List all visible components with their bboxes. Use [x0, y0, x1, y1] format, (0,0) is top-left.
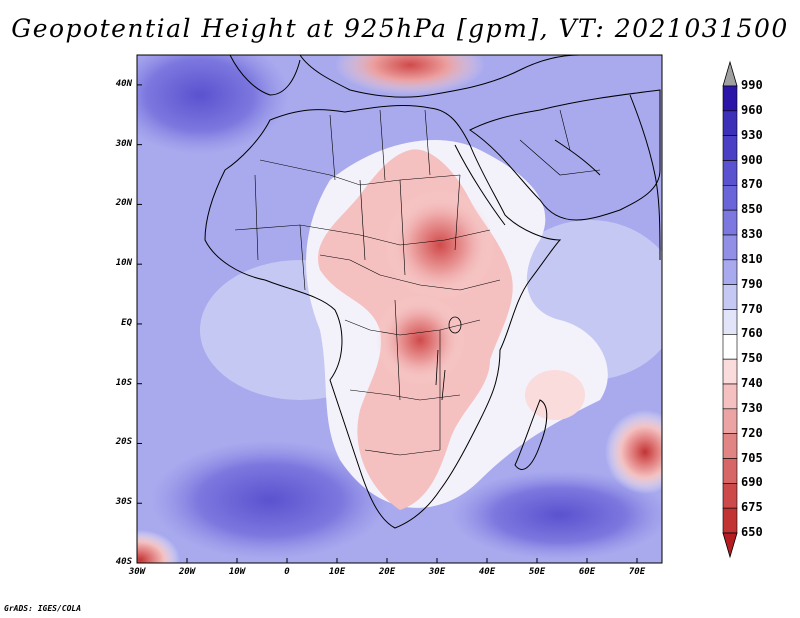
- colorbar-band: [722, 408, 738, 434]
- colorbar-band: [722, 160, 738, 186]
- colorbar-label: 690: [741, 475, 763, 490]
- colorbar-label: 990: [741, 78, 763, 92]
- africa-coastline: [204, 104, 562, 529]
- sahel-low: [385, 190, 495, 300]
- lat-label: 20S: [115, 437, 132, 448]
- colorbar-band: [722, 483, 738, 509]
- lon-label: 20E: [378, 567, 396, 577]
- lon-label: 10W: [228, 567, 246, 577]
- lat-label: 40S: [115, 557, 132, 567]
- lat-label: 30N: [115, 138, 132, 149]
- colorbar-band: [722, 110, 738, 136]
- europe-coastline: [299, 55, 581, 98]
- colorbar-label: 720: [741, 425, 763, 440]
- colorbar-band: [722, 284, 738, 310]
- arabia-coastline: [469, 89, 661, 221]
- indian-high-south: [450, 470, 662, 560]
- credit-text: GrADS: IGES/COLA: [4, 604, 82, 613]
- colorbar-band: [722, 433, 738, 459]
- atlantic-high-north: [137, 55, 290, 155]
- colorbar-band: [722, 209, 738, 236]
- southwest-low: [137, 530, 180, 563]
- lon-label: 30W: [128, 567, 146, 577]
- colorbar-band: [722, 185, 738, 211]
- colorbar-label: 810: [741, 251, 763, 266]
- coastlines: [204, 55, 661, 529]
- lon-label: 10E: [328, 567, 346, 577]
- colorbar-band: [722, 383, 738, 410]
- lon-label: 20W: [178, 567, 196, 577]
- colorbar-label: 675: [741, 500, 763, 515]
- colorbar-label: 750: [741, 351, 763, 366]
- colorbar-band: [722, 85, 738, 112]
- colorbar-label: 830: [741, 227, 763, 241]
- madagascar-coastline: [514, 399, 548, 470]
- colorbar-label: 960: [741, 102, 763, 117]
- colorbar-band: [722, 309, 738, 335]
- lat-label: 10S: [115, 377, 132, 388]
- lon-label: 70E: [628, 567, 646, 577]
- colorbar-top-arrow: [722, 60, 738, 87]
- colorbar-band: [722, 358, 738, 385]
- iberia-coastline: [229, 55, 301, 96]
- cyclone-low: [605, 410, 662, 494]
- lon-label: 40E: [478, 567, 496, 577]
- lat-label: 10N: [115, 258, 132, 269]
- colorbar-band: [722, 259, 738, 285]
- country-borders: [234, 109, 601, 456]
- colorbar-bottom-arrow: [722, 532, 738, 559]
- colorbar-band: [722, 507, 738, 534]
- colorbar-band: [722, 334, 738, 360]
- colorbar-band: [722, 135, 738, 161]
- plot-title: Geopotential Height at 925hPa [gpm], VT:…: [11, 14, 789, 43]
- colorbar-label: 740: [741, 376, 763, 390]
- lon-label: 30E: [428, 567, 446, 577]
- atlantic-high-south: [150, 440, 390, 560]
- lat-label: 20N: [115, 198, 132, 209]
- colorbar-label: 790: [741, 276, 763, 291]
- colorbar-label: 730: [741, 400, 763, 415]
- colorbar-label: 870: [741, 177, 763, 192]
- mediterranean-low: [335, 55, 485, 95]
- colorbar-label: 705: [741, 450, 763, 465]
- lon-label: 0: [284, 567, 290, 577]
- lat-label: EQ: [121, 317, 132, 328]
- colorbar-label: 930: [741, 127, 763, 142]
- colorbar-label: 770: [741, 301, 763, 316]
- colorbar-band: [722, 234, 738, 261]
- colorbar-label: 650: [741, 525, 763, 539]
- colorbar-label: 850: [741, 202, 763, 217]
- congo-low: [375, 295, 465, 385]
- colorbar-band: [722, 458, 738, 484]
- lakes: [435, 316, 462, 401]
- lat-label: 40N: [115, 78, 132, 89]
- colorbar-label: 900: [741, 152, 763, 167]
- colorbar: [722, 60, 738, 559]
- india-coastline: [629, 94, 661, 261]
- lat-label: 30S: [115, 497, 132, 508]
- lon-label: 60E: [578, 567, 596, 577]
- madagascar-zone: [525, 370, 585, 420]
- axis-ticks: [136, 84, 638, 564]
- persian-gulf: [554, 139, 601, 176]
- lon-label: 50E: [528, 567, 546, 577]
- colorbar-label: 760: [741, 326, 763, 341]
- map-frame: [136, 54, 663, 564]
- map-frame-group: [137, 55, 662, 563]
- red-sea: [454, 144, 506, 226]
